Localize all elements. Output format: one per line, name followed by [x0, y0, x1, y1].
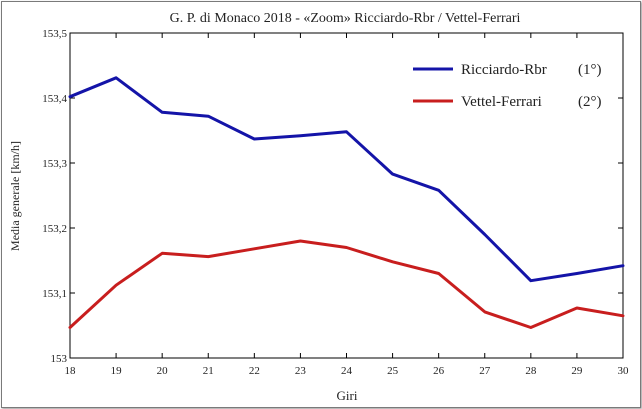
- y-tick-label: 153,2: [42, 223, 67, 235]
- x-tick-label: 30: [618, 365, 630, 377]
- legend-position: (2°): [578, 94, 602, 110]
- x-tick-label: 23: [295, 365, 307, 377]
- x-tick-label: 25: [387, 365, 399, 377]
- series-line-1: [68, 76, 625, 283]
- legend: Ricciardo-Rbr (1°) Vettel-Ferrari (2°): [413, 62, 602, 110]
- y-tick-label: 153,5: [42, 28, 67, 40]
- y-tick-label: 153: [51, 353, 68, 365]
- x-tick-label: 22: [249, 365, 260, 377]
- legend-label: Ricciardo-Rbr: [461, 62, 547, 78]
- x-tick-label: 26: [433, 365, 445, 377]
- x-tick-label: 19: [111, 365, 123, 377]
- axis-ticks: 18 19 20 21 22 23 24 25 26 27 28 29 30 153 153,1 153,2 1…: [42, 28, 629, 377]
- x-axis-label: Giri: [337, 388, 358, 403]
- chart-title: G. P. di Monaco 2018 - «Zoom» Ricciardo-…: [170, 11, 521, 26]
- y-tick-label: 153,3: [42, 158, 67, 170]
- x-tick-label: 21: [203, 365, 214, 377]
- y-axis-label: Media generale [km/h]: [8, 141, 22, 251]
- plot-area: [69, 32, 624, 359]
- x-tick-label: 28: [525, 365, 537, 377]
- x-tick-label: 20: [157, 365, 169, 377]
- x-tick-label: 27: [479, 365, 491, 377]
- legend-position: (1°): [578, 62, 602, 78]
- x-tick-label: 29: [571, 365, 583, 377]
- series-line-2: [68, 239, 625, 329]
- series-lines: [68, 76, 625, 329]
- y-tick-label: 153,4: [42, 93, 67, 105]
- y-tick-label: 153,1: [42, 288, 67, 300]
- x-tick-label: 24: [341, 365, 353, 377]
- legend-label: Vettel-Ferrari: [461, 94, 542, 110]
- x-tick-label: 18: [65, 365, 77, 377]
